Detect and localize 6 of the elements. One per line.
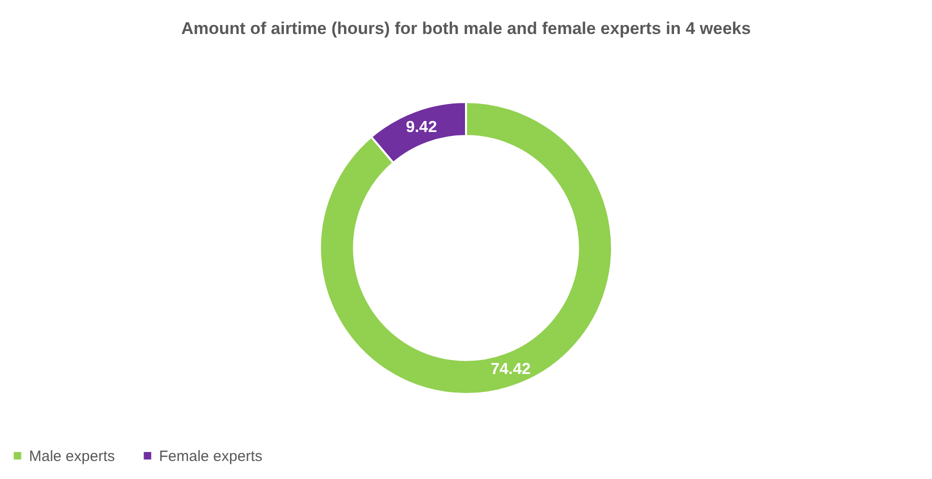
legend-label: Female experts xyxy=(159,448,262,465)
data-label: 9.42 xyxy=(406,118,438,136)
legend-label: Male experts xyxy=(29,448,115,465)
data-label: 74.42 xyxy=(490,361,531,378)
donut-slice xyxy=(319,101,613,395)
chart-title: Amount of airtime (hours) for both male and female experts in 4 weeks xyxy=(181,19,751,38)
